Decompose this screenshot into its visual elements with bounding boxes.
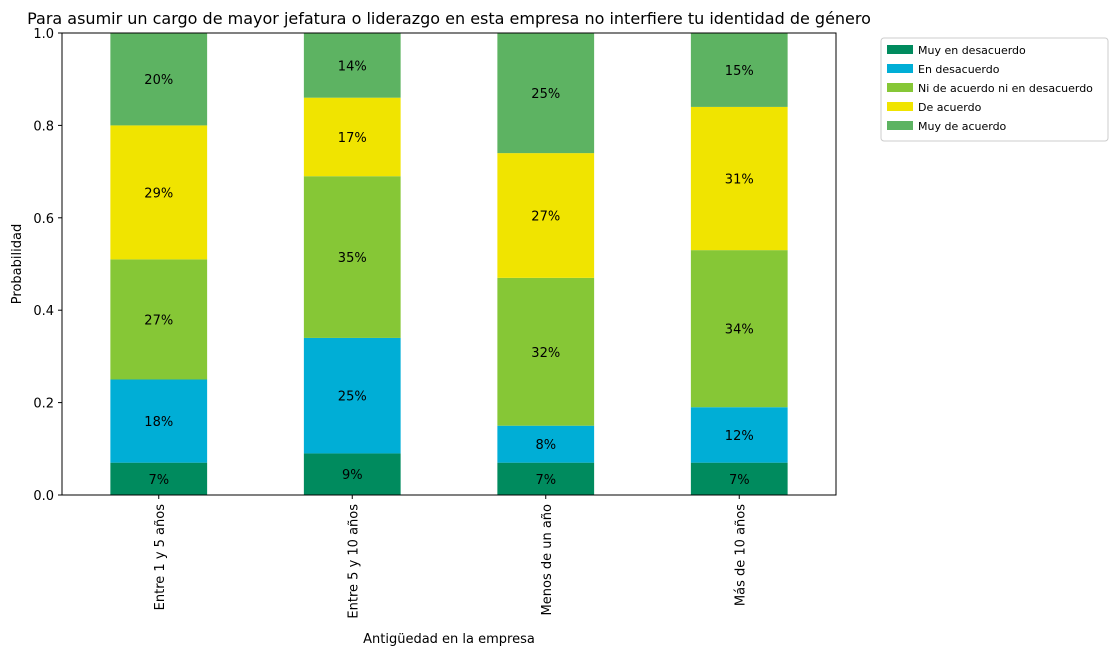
bar-segment bbox=[690, 33, 788, 107]
bar-value-label: 7% bbox=[729, 473, 750, 488]
y-tick-label: 1.0 bbox=[33, 27, 54, 42]
y-tick-label: 0.6 bbox=[33, 212, 54, 227]
bar-value-label: 12% bbox=[725, 429, 754, 444]
bar-segment bbox=[497, 33, 595, 154]
chart-title: Para asumir un cargo de mayor jefatura o… bbox=[27, 9, 871, 28]
bar-value-label: 35% bbox=[338, 251, 367, 266]
bar-segment bbox=[497, 153, 595, 278]
bar-value-label: 20% bbox=[144, 73, 173, 88]
legend-swatch bbox=[887, 121, 913, 130]
legend-swatch bbox=[887, 45, 913, 54]
bar-value-label: 15% bbox=[725, 64, 754, 79]
x-tick-label: Más de 10 años bbox=[733, 504, 748, 606]
x-tick-label: Menos de un año bbox=[540, 504, 555, 616]
bar-value-label: 31% bbox=[725, 173, 754, 188]
bar-segment bbox=[303, 33, 401, 98]
y-tick-label: 0.4 bbox=[33, 304, 54, 319]
bar-segment bbox=[497, 277, 595, 426]
bar-segment bbox=[303, 337, 401, 454]
x-tick-label: Entre 1 y 5 años bbox=[153, 504, 168, 611]
bar-segment bbox=[110, 379, 208, 463]
bar-segment bbox=[497, 425, 595, 463]
bar-segment bbox=[303, 453, 401, 495]
bar-value-label: 18% bbox=[144, 415, 173, 430]
bar-value-label: 32% bbox=[531, 346, 560, 361]
bar-value-label: 14% bbox=[338, 59, 367, 74]
legend-swatch bbox=[887, 83, 913, 92]
bar-segment bbox=[303, 176, 401, 338]
bar-value-label: 34% bbox=[725, 323, 754, 338]
bar-segment bbox=[690, 407, 788, 463]
legend-entry: En desacuerdo bbox=[918, 63, 1000, 76]
plot-frame bbox=[61, 32, 837, 496]
bar-value-label: 17% bbox=[338, 131, 367, 146]
bar-value-label: 9% bbox=[342, 468, 363, 483]
legend-entry: De acuerdo bbox=[918, 101, 982, 114]
bar-segment bbox=[690, 462, 788, 495]
legend-swatch bbox=[887, 64, 913, 73]
bar-value-label: 7% bbox=[148, 473, 169, 488]
bar-value-label: 25% bbox=[531, 87, 560, 102]
bar-segment bbox=[690, 106, 788, 251]
bar-value-label: 27% bbox=[144, 313, 173, 328]
legend-swatch bbox=[887, 102, 913, 111]
legend-entry: Ni de acuerdo ni en desacuerdo bbox=[918, 82, 1093, 95]
bar-value-label: 25% bbox=[338, 390, 367, 405]
y-tick-label: 0.2 bbox=[33, 397, 54, 412]
bar-segment bbox=[690, 250, 788, 408]
bar-value-label: 29% bbox=[144, 186, 173, 201]
bar-segment bbox=[110, 125, 208, 260]
bar-value-label: 7% bbox=[535, 473, 556, 488]
y-tick-label: 0.0 bbox=[33, 489, 54, 504]
legend-entry: Muy en desacuerdo bbox=[918, 44, 1026, 57]
y-axis-label: Probabilidad bbox=[10, 224, 25, 304]
plot-area: 7% 18% 27% 29% 20% 9% 25% 35% 17% 14% 7% 8% 32% 27% 25… bbox=[33, 27, 837, 619]
y-tick-label: 0.8 bbox=[33, 119, 54, 134]
legend-box bbox=[880, 37, 1109, 142]
bar-segment bbox=[110, 259, 208, 380]
bar-segment bbox=[110, 33, 208, 126]
bar-value-label: 8% bbox=[535, 438, 556, 453]
bar-segment bbox=[497, 462, 595, 495]
bar-segment bbox=[303, 97, 401, 177]
bar-segment bbox=[110, 462, 208, 495]
x-tick-label: Entre 5 y 10 años bbox=[346, 504, 361, 619]
x-axis-label: Antigüedad en la empresa bbox=[363, 632, 535, 647]
legend-entry: Muy de acuerdo bbox=[918, 120, 1007, 133]
bar-value-label: 27% bbox=[531, 209, 560, 224]
legend: Muy en desacuerdo En desacuerdo Ni de acue… bbox=[880, 37, 1109, 142]
